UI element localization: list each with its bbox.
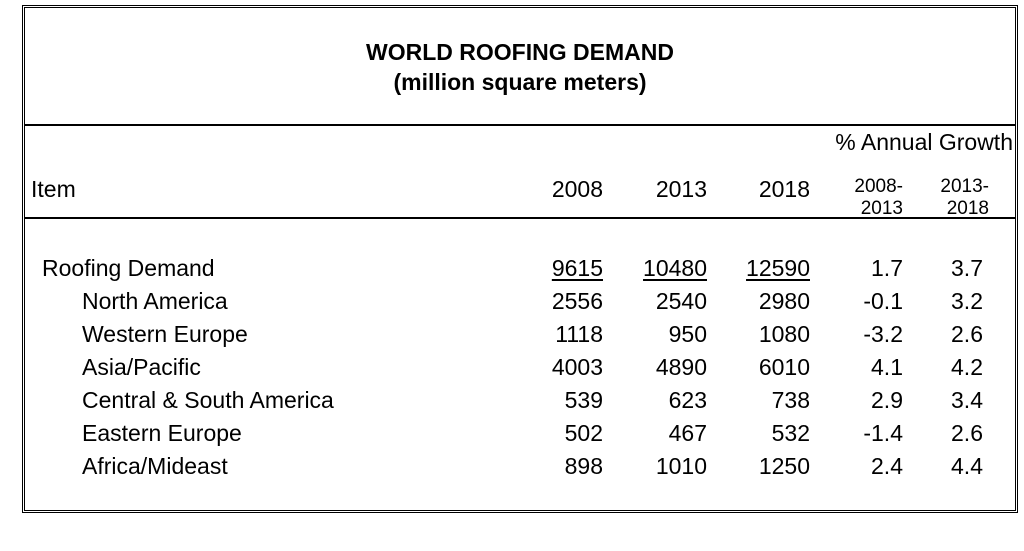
cell-2013: 467 (668, 420, 707, 446)
table-frame: WORLD ROOFING DEMAND (million square met… (22, 5, 1018, 513)
year-header-2013: 2013 (655, 176, 707, 202)
cell-growth-2008-2013: 2.9 (871, 387, 903, 413)
row-label: North America (82, 288, 228, 314)
growth-range-2-start: 2013- (940, 176, 989, 197)
cell-2008: 9615 (551, 255, 603, 281)
table-row: Asia/Pacific 4003 4890 6010 4.1 4.2 (25, 351, 1015, 383)
cell-growth-2008-2013: -1.4 (863, 420, 903, 446)
cell-2018: 532 (771, 420, 810, 446)
table-row: North America 2556 2540 2980 -0.1 3.2 (25, 285, 1015, 317)
growth-range-1-end: 2013 (860, 198, 903, 219)
cell-growth-2008-2013: -3.2 (863, 321, 903, 347)
cell-2008: 898 (564, 453, 603, 479)
cell-2008: 1118 (555, 321, 603, 347)
table-row: Roofing Demand 9615 10480 12590 1.7 3.7 (25, 252, 1015, 284)
annual-growth-header: % Annual Growth (835, 129, 1013, 155)
cell-2018: 1080 (758, 321, 810, 347)
cell-growth-2013-2018: 2.6 (951, 420, 983, 446)
cell-2013: 4890 (655, 354, 707, 380)
row-label: Central & South America (82, 387, 334, 413)
cell-2008: 502 (564, 420, 603, 446)
column-header: % Annual Growth Item 2008 2013 2018 2008… (25, 126, 1015, 219)
cell-growth-2013-2018: 4.4 (951, 453, 983, 479)
row-label: Roofing Demand (42, 255, 215, 281)
cell-2008: 4003 (551, 354, 603, 380)
cell-2013: 2540 (655, 288, 707, 314)
cell-2018: 6010 (758, 354, 810, 380)
cell-growth-2013-2018: 3.4 (951, 387, 983, 413)
growth-range-2-end: 2018 (946, 198, 989, 219)
cell-2013: 10480 (643, 255, 707, 281)
table-title: WORLD ROOFING DEMAND (366, 39, 674, 65)
row-label: Eastern Europe (82, 420, 242, 446)
cell-growth-2008-2013: 1.7 (871, 255, 903, 281)
cell-growth-2008-2013: 2.4 (871, 453, 903, 479)
cell-2013: 623 (668, 387, 707, 413)
cell-growth-2008-2013: -0.1 (863, 288, 903, 314)
cell-2008: 2556 (551, 288, 603, 314)
row-label: Asia/Pacific (82, 354, 201, 380)
table-row: Western Europe 1118 950 1080 -3.2 2.6 (25, 318, 1015, 350)
cell-growth-2013-2018: 4.2 (951, 354, 983, 380)
cell-2018: 1250 (758, 453, 810, 479)
title-block: WORLD ROOFING DEMAND (million square met… (25, 8, 1015, 126)
year-header-2008: 2008 (551, 176, 603, 202)
cell-growth-2008-2013: 4.1 (871, 354, 903, 380)
year-header-2018: 2018 (758, 176, 810, 202)
cell-growth-2013-2018: 3.7 (951, 255, 983, 281)
cell-2008: 539 (564, 387, 603, 413)
table-subtitle: (million square meters) (393, 69, 647, 95)
cell-2018: 738 (771, 387, 810, 413)
cell-growth-2013-2018: 2.6 (951, 321, 983, 347)
cell-2018: 2980 (758, 288, 810, 314)
table-row: Central & South America 539 623 738 2.9 … (25, 384, 1015, 416)
row-label: Africa/Mideast (82, 453, 228, 479)
cell-2013: 950 (668, 321, 707, 347)
item-column-header: Item (31, 176, 76, 202)
cell-growth-2013-2018: 3.2 (951, 288, 983, 314)
growth-range-header-1: 2008- 2013 (854, 176, 903, 220)
table-row: Africa/Mideast 898 1010 1250 2.4 4.4 (25, 450, 1015, 482)
row-label: Western Europe (82, 321, 248, 347)
growth-range-1-start: 2008- (854, 176, 903, 197)
cell-2018: 12590 (746, 255, 810, 281)
table-row: Eastern Europe 502 467 532 -1.4 2.6 (25, 417, 1015, 449)
growth-range-header-2: 2013- 2018 (940, 176, 989, 220)
cell-2013: 1010 (655, 453, 707, 479)
